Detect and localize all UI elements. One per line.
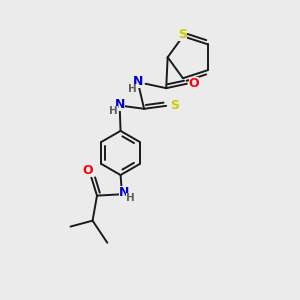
Text: O: O — [83, 164, 94, 176]
Text: H: H — [128, 84, 137, 94]
Text: O: O — [189, 77, 200, 90]
Text: N: N — [133, 76, 143, 88]
Text: S: S — [178, 28, 188, 41]
Text: S: S — [170, 99, 179, 112]
Text: H: H — [127, 193, 135, 203]
Text: N: N — [115, 98, 125, 111]
Text: H: H — [110, 106, 118, 116]
Text: N: N — [119, 186, 130, 199]
